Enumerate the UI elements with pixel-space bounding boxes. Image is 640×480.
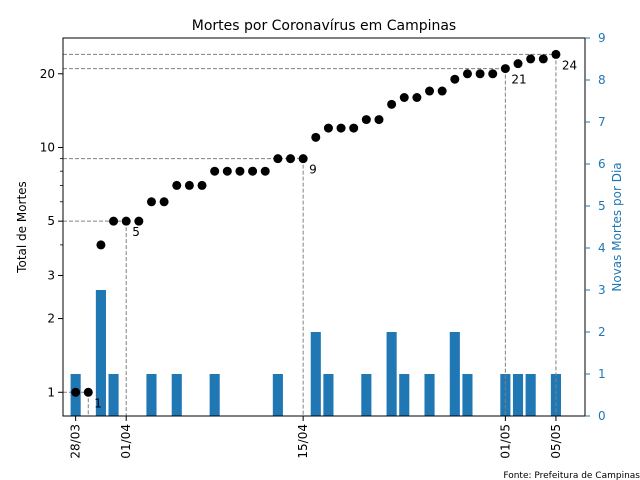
x-tick-label: 01/04 bbox=[119, 424, 133, 459]
point-total-deaths bbox=[235, 166, 245, 176]
point-total-deaths bbox=[197, 180, 207, 190]
point-total-deaths bbox=[538, 54, 548, 64]
y-left-tick-label: 2 bbox=[47, 312, 55, 326]
point-total-deaths bbox=[96, 240, 106, 250]
point-total-deaths bbox=[159, 197, 169, 207]
point-total-deaths bbox=[210, 166, 220, 176]
point-total-deaths bbox=[71, 387, 81, 397]
y-left-tick-label: 3 bbox=[47, 268, 55, 282]
bar-new-deaths bbox=[272, 374, 283, 416]
bar-new-deaths bbox=[525, 374, 536, 416]
annotation-label: 5 bbox=[132, 225, 140, 239]
point-total-deaths bbox=[526, 54, 536, 64]
point-total-deaths bbox=[273, 154, 283, 164]
point-total-deaths bbox=[184, 180, 194, 190]
y-left-tick-label: 20 bbox=[40, 67, 55, 81]
bar-new-deaths bbox=[146, 374, 157, 416]
point-total-deaths bbox=[172, 180, 182, 190]
point-total-deaths bbox=[298, 154, 308, 164]
point-total-deaths bbox=[450, 74, 460, 84]
annotation-label: 1 bbox=[94, 396, 102, 410]
point-total-deaths bbox=[146, 197, 156, 207]
point-total-deaths bbox=[374, 115, 384, 125]
point-total-deaths bbox=[311, 132, 321, 142]
bar-new-deaths bbox=[449, 332, 460, 416]
x-tick-label: 01/05 bbox=[498, 424, 512, 459]
bar-new-deaths bbox=[209, 374, 220, 416]
bar-new-deaths bbox=[171, 374, 182, 416]
point-total-deaths bbox=[336, 123, 346, 133]
plot-frame bbox=[62, 37, 586, 417]
bar-new-deaths bbox=[462, 374, 473, 416]
x-tick-label: 15/04 bbox=[296, 424, 310, 459]
point-total-deaths bbox=[260, 166, 270, 176]
y-left-tick-label: 10 bbox=[40, 140, 55, 154]
bar-new-deaths bbox=[310, 332, 321, 416]
point-total-deaths bbox=[488, 69, 498, 79]
point-total-deaths bbox=[121, 216, 131, 226]
y-right-tick-label: 3 bbox=[598, 283, 606, 297]
y-right-tick-label: 0 bbox=[598, 409, 606, 423]
x-tick-label: 05/05 bbox=[549, 424, 563, 459]
annotation-label: 24 bbox=[562, 58, 577, 72]
bar-new-deaths bbox=[550, 374, 561, 416]
y-left-tick-label: 5 bbox=[47, 214, 55, 228]
point-total-deaths bbox=[500, 64, 510, 74]
y-right-tick-label: 4 bbox=[598, 241, 606, 255]
plot-layer: 1 5 9 21 24 1 2 3 5 10 20 0 1 2 3 4 5 6 7 8 9 28/03 01/04 15/04… bbox=[40, 31, 606, 459]
source-note: Fonte: Prefeitura de Campinas bbox=[503, 471, 640, 480]
bar-new-deaths bbox=[95, 290, 106, 416]
y-left-label: Total de Mortes bbox=[15, 181, 29, 274]
bar-new-deaths bbox=[512, 374, 524, 416]
point-total-deaths bbox=[323, 123, 333, 133]
y-right-tick-label: 6 bbox=[598, 157, 606, 171]
point-total-deaths bbox=[222, 166, 232, 176]
y-right-tick-label: 1 bbox=[598, 367, 606, 381]
bar-new-deaths bbox=[108, 374, 119, 416]
chart-title: Mortes por Coronavírus em Campinas bbox=[192, 18, 456, 34]
y-right-tick-label: 7 bbox=[598, 115, 606, 129]
point-total-deaths bbox=[513, 59, 523, 69]
point-total-deaths bbox=[134, 216, 144, 226]
point-total-deaths bbox=[361, 115, 371, 125]
bar-new-deaths bbox=[399, 374, 410, 416]
bar-new-deaths bbox=[386, 332, 397, 416]
point-total-deaths bbox=[286, 154, 296, 164]
point-total-deaths bbox=[109, 216, 119, 226]
x-tick-label: 28/03 bbox=[69, 424, 83, 459]
point-total-deaths bbox=[462, 69, 472, 79]
point-total-deaths bbox=[412, 92, 422, 102]
annotation-label: 9 bbox=[309, 163, 317, 177]
y-left-tick-label: 1 bbox=[47, 385, 55, 399]
point-total-deaths bbox=[551, 49, 561, 59]
point-total-deaths bbox=[425, 86, 435, 96]
point-total-deaths bbox=[437, 86, 447, 96]
point-total-deaths bbox=[248, 166, 258, 176]
point-total-deaths bbox=[475, 69, 485, 79]
y-right-tick-label: 2 bbox=[598, 325, 606, 339]
y-right-tick-label: 5 bbox=[598, 199, 606, 213]
annotation-label: 21 bbox=[511, 73, 526, 87]
point-total-deaths bbox=[349, 123, 359, 133]
point-total-deaths bbox=[83, 387, 93, 397]
bar-new-deaths bbox=[323, 374, 334, 416]
point-total-deaths bbox=[399, 92, 409, 102]
point-total-deaths bbox=[387, 99, 397, 109]
bar-new-deaths bbox=[424, 374, 435, 416]
y-right-tick-label: 8 bbox=[598, 73, 606, 87]
y-right-label: Novas Mortes por Dia bbox=[610, 162, 624, 291]
bar-new-deaths bbox=[361, 374, 372, 416]
y-right-tick-label: 9 bbox=[598, 31, 606, 45]
